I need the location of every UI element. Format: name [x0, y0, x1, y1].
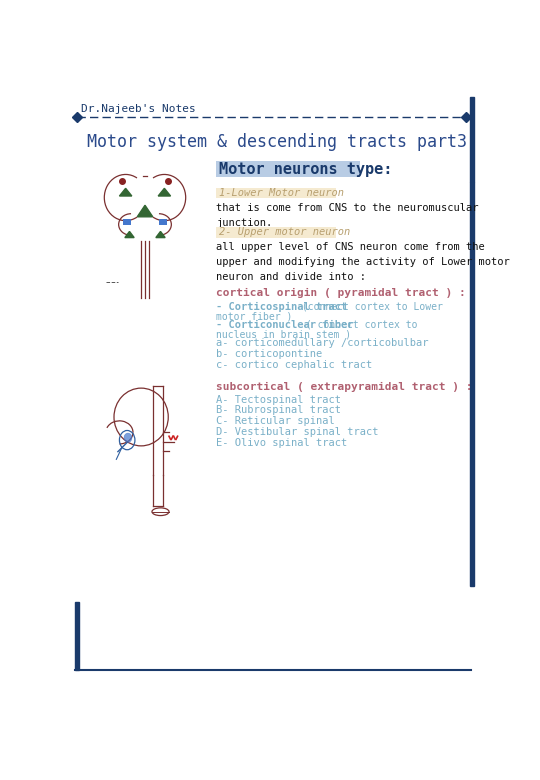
Text: 2- Upper motor neuron: 2- Upper motor neuron	[219, 227, 350, 237]
Polygon shape	[137, 205, 153, 217]
Text: - Corticonuclear fiber: - Corticonuclear fiber	[217, 320, 354, 330]
Text: Dr.Najeeb's Notes: Dr.Najeeb's Notes	[82, 104, 196, 114]
Polygon shape	[119, 188, 132, 196]
Text: all upper level of CNS neuron come from the
upper and modifying the activity of : all upper level of CNS neuron come from …	[217, 243, 510, 282]
Text: cortical origin ( pyramidal tract ) :: cortical origin ( pyramidal tract ) :	[217, 289, 466, 299]
Text: 1-Lower Motor neuron: 1-Lower Motor neuron	[219, 188, 343, 198]
Text: c- cortico cephalic tract: c- cortico cephalic tract	[217, 360, 373, 370]
Bar	[470, 98, 474, 183]
Polygon shape	[158, 188, 171, 196]
Text: - Corticospinal tract: - Corticospinal tract	[217, 302, 348, 311]
Text: b- corticopontine: b- corticopontine	[217, 349, 322, 360]
Text: E- Olivo spinal tract: E- Olivo spinal tract	[217, 438, 348, 448]
Polygon shape	[125, 232, 134, 238]
Text: ( connect cortex to: ( connect cortex to	[300, 320, 417, 330]
Text: subcortical ( extrapyramidal tract ) :: subcortical ( extrapyramidal tract ) :	[217, 381, 473, 392]
Text: Motor system & descending tracts part3: Motor system & descending tracts part3	[87, 133, 467, 151]
Text: B- Rubrospinal tract: B- Rubrospinal tract	[217, 406, 341, 416]
Bar	[217, 187, 336, 198]
FancyBboxPatch shape	[123, 219, 131, 225]
Ellipse shape	[124, 433, 132, 442]
Text: C- Reticular spinal: C- Reticular spinal	[217, 417, 335, 426]
Text: a- corticomedullary /corticobulbar: a- corticomedullary /corticobulbar	[217, 339, 429, 349]
Bar	[217, 227, 336, 238]
Text: A- Tectospinal tract: A- Tectospinal tract	[217, 395, 341, 405]
Polygon shape	[156, 232, 165, 238]
Text: Motor neurons type:: Motor neurons type:	[219, 161, 393, 176]
FancyBboxPatch shape	[159, 219, 167, 225]
Bar	[217, 161, 360, 177]
Text: nucleus in brain stem ): nucleus in brain stem )	[217, 330, 352, 340]
Bar	[75, 602, 79, 669]
Bar	[470, 183, 474, 587]
Text: that is come from CNS to the neuromuscular
junction.: that is come from CNS to the neuromuscul…	[217, 203, 479, 228]
Text: D- Vestibular spinal tract: D- Vestibular spinal tract	[217, 427, 379, 437]
Text: motor fiber ): motor fiber )	[217, 311, 293, 321]
Text: (connect cortex to Lower: (connect cortex to Lower	[296, 302, 443, 311]
